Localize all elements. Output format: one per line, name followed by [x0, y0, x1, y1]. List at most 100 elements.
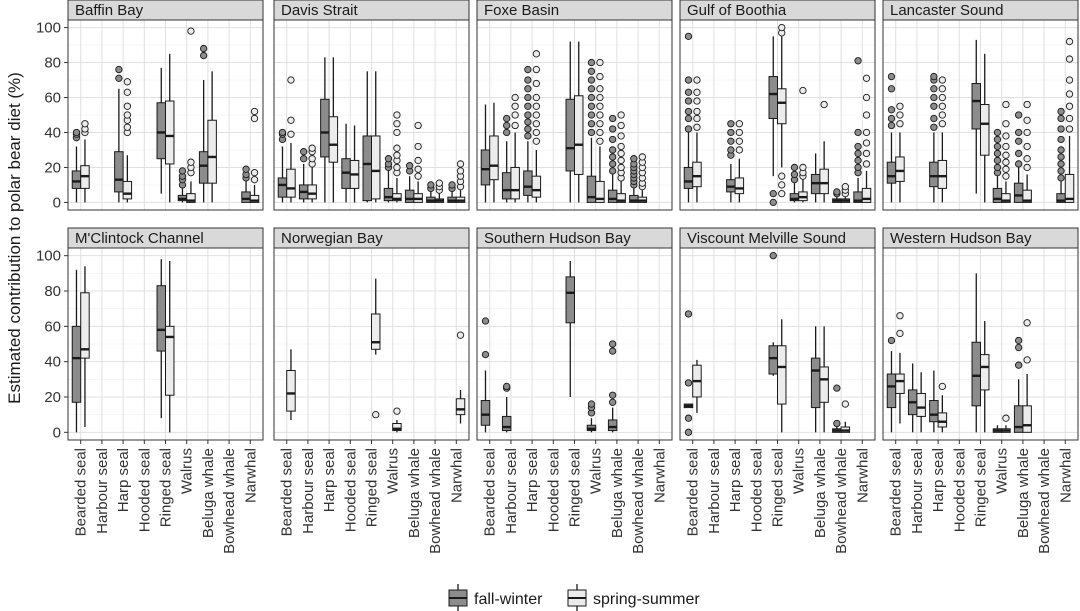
outlier-point: [187, 158, 195, 166]
box-iqr: [861, 187, 872, 203]
outlier-point: [81, 120, 89, 128]
box-harp-seal-ss: [937, 76, 948, 203]
outlier-point: [727, 128, 735, 137]
x-axis-labels: Bearded seal Harbour seal Harp seal Hooded …: [73, 448, 1075, 554]
box-iqr: [607, 419, 618, 432]
box-bearded-seal-fw: [277, 128, 288, 203]
y-tick-label: 100: [36, 20, 61, 37]
outlier-point: [684, 414, 693, 422]
outlier-point: [250, 169, 259, 177]
outlier-point: [896, 102, 904, 110]
panel-title: Lancaster Sound: [890, 2, 1003, 19]
panel-title: Viscount Melville Sound: [687, 230, 846, 247]
outlier-point: [1057, 135, 1065, 144]
outlier-point: [833, 188, 841, 196]
y-tick-label: 100: [36, 248, 61, 265]
box-bowhead-whale-fw: [832, 188, 842, 203]
box-walrus-ss: [392, 111, 402, 203]
box-ringed-seal-fw: [768, 36, 778, 207]
outlier-point: [862, 74, 871, 82]
y-tick-label: 80: [44, 283, 61, 300]
box-iqr: [371, 313, 381, 350]
outlier-point: [799, 163, 807, 172]
box-beluga-whale-fw: [607, 340, 618, 433]
box-bearded-seal-fw: [683, 32, 694, 203]
outlier-point: [511, 111, 519, 119]
box-iqr: [980, 104, 990, 156]
y-tick-label: 0: [53, 424, 61, 441]
x-tick-label-bowhead-whale: Bowhead whale: [833, 448, 850, 554]
x-tick-label-walrus: Walrus: [588, 448, 605, 494]
outlier-point: [617, 163, 625, 172]
box-beluga-whale-fw: [404, 162, 415, 203]
x-tick-label-ringed-seal: Ringed seal: [770, 448, 787, 527]
outlier-point: [532, 79, 540, 88]
outlier-point: [524, 118, 532, 126]
outlier-point: [769, 190, 777, 198]
outlier-point: [896, 329, 904, 338]
y-tick-label: 0: [53, 194, 61, 211]
box-walrus-ss: [595, 58, 605, 203]
outlier-point: [596, 128, 604, 137]
x-tick-label-harp-seal: Harp seal: [524, 448, 541, 512]
outlier-point: [638, 153, 646, 161]
box-iqr: [392, 422, 402, 432]
panel-title: Norwegian Bay: [281, 230, 383, 247]
box-harp-seal-ss: [937, 382, 948, 433]
outlier-point: [393, 120, 401, 128]
outlier-point: [854, 156, 862, 165]
outlier-point: [414, 156, 422, 165]
outlier-point: [532, 128, 540, 137]
box-iqr: [574, 95, 584, 175]
outlier-point: [609, 347, 617, 355]
x-tick-label-harp-seal: Harp seal: [115, 448, 132, 512]
outlier-point: [735, 120, 743, 128]
box-narwhal-ss: [861, 74, 872, 203]
outlier-point: [609, 167, 617, 175]
panel-foxe-basin: Foxe Basin: [476, 0, 673, 211]
box-ringed-seal-ss: [777, 319, 787, 433]
box-iqr: [810, 357, 821, 409]
outlier-point: [1015, 149, 1023, 158]
outlier-point: [930, 102, 938, 110]
box-ringed-seal-ss: [980, 321, 990, 433]
outlier-point: [200, 44, 208, 53]
box-iqr: [207, 119, 217, 184]
outlier-point: [684, 310, 693, 318]
outlier-point: [1023, 319, 1031, 327]
outlier-point: [887, 121, 896, 130]
x-tick-label-narwhal: Narwhal: [242, 448, 259, 503]
outlier-point: [1065, 102, 1074, 110]
box-iqr: [886, 373, 897, 409]
outlier-point: [693, 114, 701, 123]
box-narwhal-fw: [447, 181, 457, 203]
x-tick-label-beluga-whale: Beluga whale: [812, 448, 829, 538]
outlier-point: [854, 128, 862, 137]
box-ringed-seal-ss: [165, 260, 175, 433]
legend-label: fall-winter: [474, 591, 543, 608]
box-bearded-seal-fw: [886, 336, 897, 433]
outlier-point: [532, 65, 540, 74]
legend-label: spring-summer: [593, 591, 700, 608]
outlier-point: [1002, 120, 1010, 128]
outlier-point: [300, 148, 308, 156]
x-tick-label-bearded-seal: Bearded seal: [888, 448, 905, 536]
outlier-point: [896, 111, 904, 119]
outlier-point: [735, 128, 743, 137]
panel-viscount-melville-sound: Viscount Melville Sound: [679, 227, 876, 444]
panels: Baffin Bay 0 20 40 60 80 100 Davis Strait Foxe B…: [36, 0, 1079, 444]
outlier-point: [896, 312, 904, 320]
outlier-point: [414, 121, 422, 130]
panel-border: [476, 19, 673, 211]
panel-border: [273, 19, 470, 211]
y-tick-label: 40: [44, 354, 61, 371]
outlier-point: [596, 58, 604, 67]
x-tick-label-ringed-seal: Ringed seal: [567, 448, 584, 527]
outlier-point: [123, 111, 131, 119]
outlier-point: [596, 85, 604, 93]
box-ringed-seal-ss: [165, 53, 175, 203]
outlier-point: [524, 125, 532, 133]
box-iqr: [165, 100, 175, 165]
outlier-point: [287, 76, 295, 84]
box-beluga-whale-ss: [1022, 100, 1032, 203]
